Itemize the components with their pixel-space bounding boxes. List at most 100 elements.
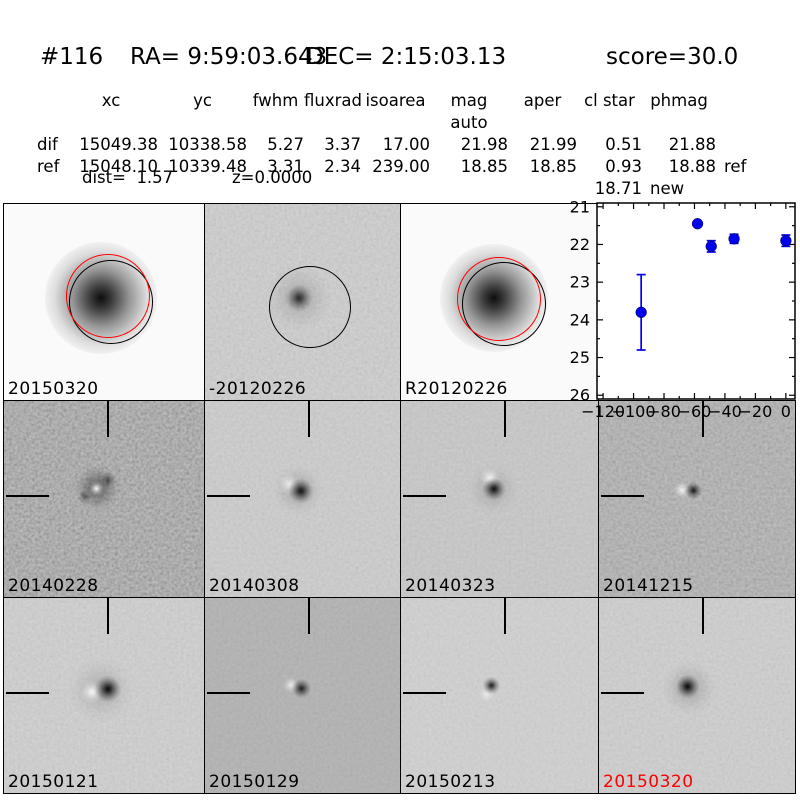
dist-value: dist= 1.57	[82, 168, 174, 187]
table-cell: 21.99	[529, 135, 577, 154]
crosshair-tick-vertical	[308, 401, 310, 437]
data-point	[728, 233, 740, 245]
cutout-date-label: 20150213	[405, 772, 496, 792]
cutout-panel-20140308: 20140308	[204, 400, 401, 598]
cutout-panel-20150121: 20150121	[3, 597, 205, 794]
dist-redshift-line: dist= 1.57 z=0.0000	[0, 168, 312, 244]
column-header: yc	[193, 91, 212, 110]
x-tick-label: −100	[612, 402, 656, 421]
source-blob	[95, 676, 121, 702]
data-point	[780, 234, 792, 248]
table-spacer	[361, 178, 430, 200]
y-tick-label: 21	[570, 197, 590, 216]
data-point	[705, 239, 717, 253]
table-spacer	[22, 178, 64, 200]
source-blob	[291, 678, 311, 698]
table-cell: 17.00	[382, 135, 430, 154]
crosshair-tick-vertical	[107, 598, 109, 634]
y-tick-label: 23	[570, 273, 590, 292]
axes-frame	[596, 202, 796, 400]
crosshair-tick-vertical	[504, 598, 506, 634]
cutout-panel-20150129: 20150129	[204, 597, 401, 794]
table-cell: 5.27	[267, 135, 304, 154]
lightcurve-plot: −120−100−80−60−40−20 0 21 22 23 24 25 26	[570, 197, 796, 421]
cutout-panel-R20120226: R20120226	[400, 203, 599, 401]
source-blob	[77, 489, 91, 503]
cutout-date-label: 20150121	[8, 772, 99, 792]
axes-background	[597, 203, 795, 399]
score-value: score=30.0	[606, 44, 739, 70]
column-header: mag auto	[450, 91, 488, 132]
column-header: xc	[101, 91, 121, 110]
column-header: cl star	[584, 91, 635, 110]
data-point	[691, 218, 704, 230]
image-noise-texture	[599, 401, 795, 597]
cutout-date-label: -20120226	[209, 379, 307, 399]
crosshair-tick-vertical	[504, 401, 506, 437]
crosshair-tick-horizontal	[403, 692, 446, 694]
cutout-panel-20150320: 20150320	[3, 203, 205, 401]
table-cell: 18.88	[668, 157, 716, 176]
x-tick-label: −120	[581, 402, 625, 421]
crosshair-tick-horizontal	[207, 495, 250, 497]
row-suffix: ref	[724, 157, 747, 176]
crosshair-tick-horizontal	[6, 692, 49, 694]
source-blob	[482, 676, 500, 694]
aperture-circle-red	[66, 254, 150, 338]
x-tick-label: −20	[739, 402, 773, 421]
x-tick-label: −60	[678, 402, 712, 421]
measurements-table: xc yc fwhm fluxrad isoarea mag auto aper cl sta…	[22, 90, 768, 200]
source-blob	[675, 674, 699, 698]
crosshair-tick-vertical	[107, 401, 109, 437]
column-header: fluxrad	[304, 91, 362, 110]
table-spacer	[430, 178, 508, 200]
table-cell: 18.85	[460, 157, 508, 176]
cutout-panel-20141215: 20141215	[598, 400, 796, 598]
crosshair-tick-vertical	[702, 401, 704, 437]
table-cell: 15048.10	[79, 157, 158, 176]
cutout-date-label: 20150320	[603, 772, 694, 792]
table-corner	[22, 90, 64, 134]
cutout-date-label: 20150129	[209, 772, 300, 792]
column-header: isoarea	[365, 91, 426, 110]
data-point	[635, 273, 647, 351]
cutout-panel-20150320: 20150320	[598, 597, 796, 794]
table-cell: 10339.48	[168, 157, 247, 176]
cutout-date-label: 20150320	[8, 379, 99, 399]
row-suffix: new	[650, 179, 685, 198]
source-blob	[289, 479, 313, 503]
redshift-value: z=0.0000	[232, 168, 313, 187]
candidate-id: #116	[40, 44, 104, 70]
table-cell: 2.34	[324, 157, 361, 176]
column-header: aper	[523, 91, 562, 110]
image-noise-texture	[401, 598, 598, 793]
table-cell: 10338.58	[168, 135, 247, 154]
cutout-date-label: 20140228	[8, 576, 99, 596]
cutout-date-label: 20140323	[405, 576, 496, 596]
row-label: dif	[37, 135, 58, 154]
x-tick-label: −80	[647, 402, 681, 421]
table-cell: 18.85	[529, 157, 577, 176]
table-cell: 3.31	[267, 157, 304, 176]
y-tick-label: 25	[570, 348, 590, 367]
crosshair-tick-vertical	[308, 598, 310, 634]
table-cell: 3.37	[324, 135, 361, 154]
table-cell: 21.88	[668, 135, 716, 154]
table-spacer	[304, 178, 361, 200]
cutout-date-label: 20141215	[603, 576, 694, 596]
image-noise-texture	[401, 401, 598, 597]
table-cell: 15049.38	[79, 135, 158, 154]
source-blob	[684, 481, 702, 499]
cutout-panel-20140323: 20140323	[400, 400, 599, 598]
image-noise-texture	[599, 598, 795, 793]
y-tick-label: 26	[570, 386, 590, 405]
cutout-panel-m20120226: -20120226	[204, 203, 401, 401]
aperture-circle-red	[457, 257, 541, 341]
row-suffix	[716, 134, 768, 156]
crosshair-tick-horizontal	[601, 692, 644, 694]
y-tick-label: 24	[570, 310, 590, 329]
x-tick-label: 0	[781, 402, 791, 421]
cutout-panel-20140228: 20140228	[3, 400, 205, 598]
row-label: ref	[37, 157, 60, 176]
